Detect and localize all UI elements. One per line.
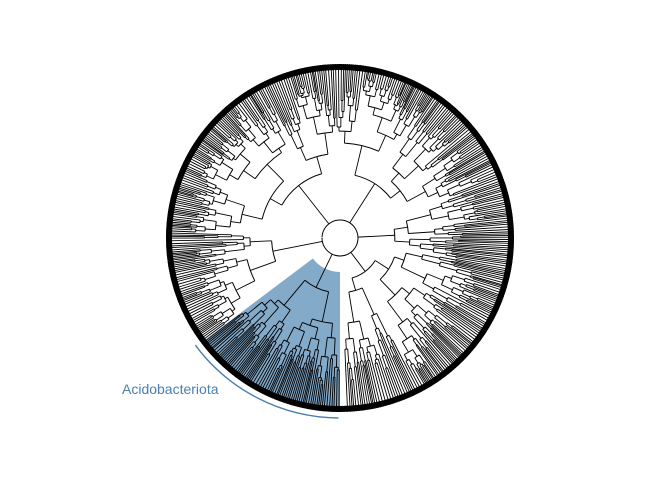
leaf-rim <box>166 64 514 412</box>
clade-bracket-arc <box>194 344 339 419</box>
branch-radials <box>165 64 515 413</box>
tree-branches <box>165 64 515 413</box>
clade-label: Acidobacteriota <box>122 381 219 397</box>
